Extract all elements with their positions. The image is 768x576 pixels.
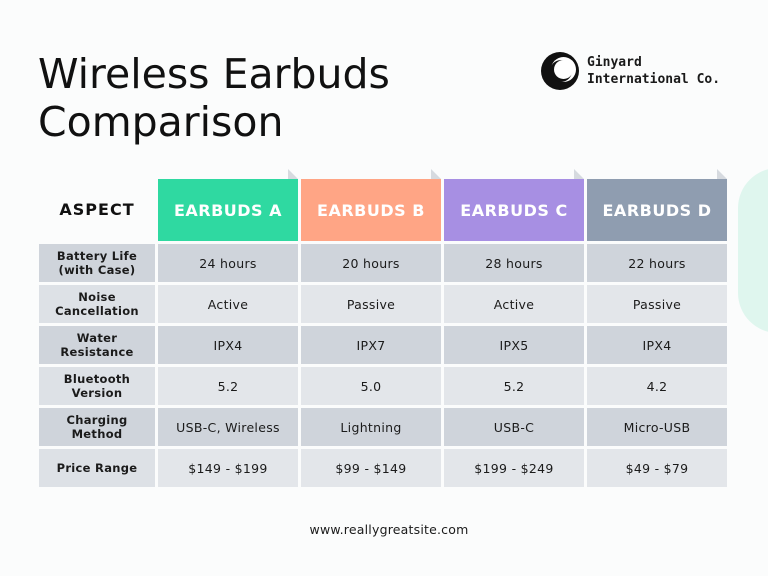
table-cell: Active: [158, 285, 298, 323]
table-row: Noise Cancellation Active Passive Active…: [39, 285, 727, 323]
table-cell: $199 - $249: [444, 449, 584, 487]
table-row: Charging Method USB-C, Wireless Lightnin…: [39, 408, 727, 446]
table-cell: IPX4: [158, 326, 298, 364]
brand-name: Ginyard International Co.: [587, 55, 721, 87]
footer-url: www.reallygreatsite.com: [309, 522, 469, 537]
table-cell: $49 - $79: [587, 449, 727, 487]
aspect-header: ASPECT: [59, 200, 135, 219]
aspect-label: Noise Cancellation: [39, 285, 155, 323]
aspect-label: Water Resistance: [39, 326, 155, 364]
table-row: Price Range $149 - $199 $99 - $149 $199 …: [39, 449, 727, 487]
decorative-shape: [738, 168, 768, 333]
brand: Ginyard International Co.: [540, 51, 737, 91]
table-row: Bluetooth Version 5.2 5.0 5.2 4.2: [39, 367, 727, 405]
table-cell: 5.2: [158, 367, 298, 405]
aspect-label: Price Range: [39, 449, 155, 487]
page-title: Wireless Earbuds Comparison: [38, 50, 390, 146]
table-cell: 5.0: [301, 367, 441, 405]
table-cell: 5.2: [444, 367, 584, 405]
table-cell: Micro-USB: [587, 408, 727, 446]
product-header-earbuds-b: EARBUDS B: [301, 169, 441, 241]
table-cell: IPX4: [587, 326, 727, 364]
table-cell: 20 hours: [301, 244, 441, 282]
table-cell: Lightning: [301, 408, 441, 446]
table-cell: Active: [444, 285, 584, 323]
product-header-earbuds-a: EARBUDS A: [158, 169, 298, 241]
table-cell: $99 - $149: [301, 449, 441, 487]
product-header-earbuds-d: EARBUDS D: [587, 169, 727, 241]
table-cell: IPX5: [444, 326, 584, 364]
table-cell: Passive: [587, 285, 727, 323]
table-header-row: ASPECT EARBUDS A EARBUDS B EARBUDS C EAR…: [39, 169, 727, 241]
table-cell: 4.2: [587, 367, 727, 405]
product-header-earbuds-c: EARBUDS C: [444, 169, 584, 241]
aspect-label: Battery Life (with Case): [39, 244, 155, 282]
table-cell: 22 hours: [587, 244, 727, 282]
table-row: Battery Life (with Case) 24 hours 20 hou…: [39, 244, 727, 282]
table-cell: $149 - $199: [158, 449, 298, 487]
aspect-label: Bluetooth Version: [39, 367, 155, 405]
table-cell: USB-C, Wireless: [158, 408, 298, 446]
table-cell: IPX7: [301, 326, 441, 364]
comparison-table: ASPECT EARBUDS A EARBUDS B EARBUDS C EAR…: [36, 169, 730, 490]
table-cell: 24 hours: [158, 244, 298, 282]
table-cell: USB-C: [444, 408, 584, 446]
aspect-label: Charging Method: [39, 408, 155, 446]
table-cell: Passive: [301, 285, 441, 323]
table-row: Water Resistance IPX4 IPX7 IPX5 IPX4: [39, 326, 727, 364]
table-cell: 28 hours: [444, 244, 584, 282]
brand-logo-icon: [541, 52, 579, 90]
